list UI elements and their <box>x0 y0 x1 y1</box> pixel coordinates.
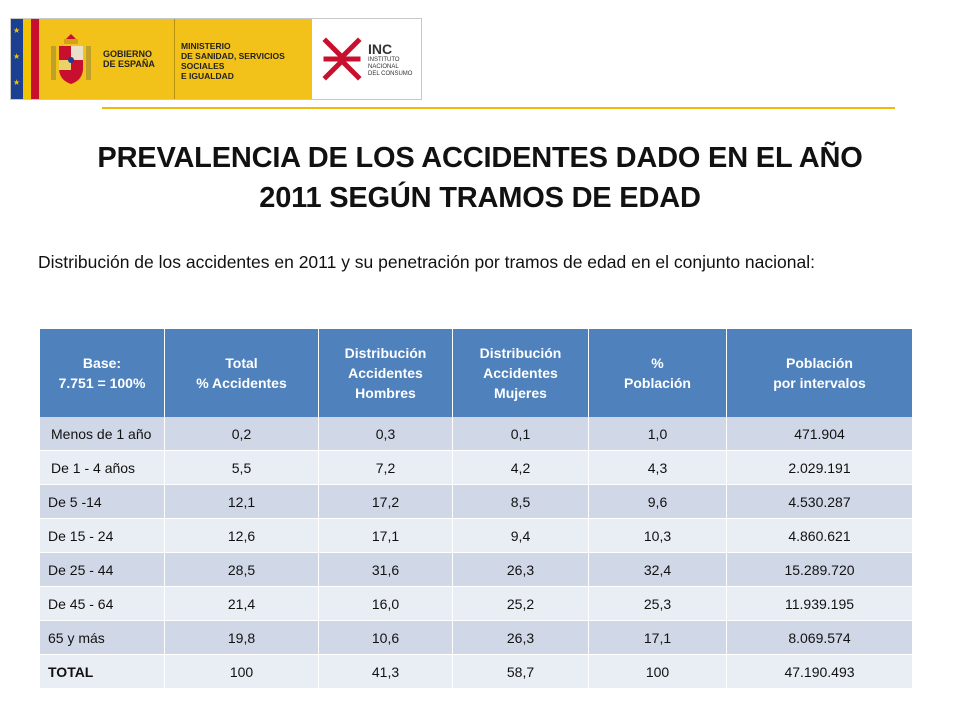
cell-total: 28,5 <box>164 552 319 587</box>
header-total: Total % Accidentes <box>164 329 319 417</box>
cell-poblacion: 15.289.720 <box>726 552 912 587</box>
cell-poblacion: 4.530.287 <box>726 484 912 519</box>
row-label: De 1 - 4 años <box>40 450 165 485</box>
cell-mujeres: 4,2 <box>452 450 589 485</box>
cell-poblacion: 11.939.195 <box>726 586 912 621</box>
cell-total: 21,4 <box>164 586 319 621</box>
cell-pct-poblacion: 100 <box>588 654 727 689</box>
row-label: De 25 - 44 <box>40 552 165 587</box>
cell-hombres: 41,3 <box>318 654 453 689</box>
cell-mujeres: 25,2 <box>452 586 589 621</box>
accidents-table: Base: 7.751 = 100% Total % Accidentes Di… <box>40 329 912 689</box>
header-hombres: Distribución Accidentes Hombres <box>318 329 453 417</box>
ministerio-logo: MINISTERIO DE SANIDAD, SERVICIOS SOCIALE… <box>174 19 312 99</box>
gobierno-logo: GOBIERNO DE ESPAÑA <box>39 19 174 99</box>
header-base: Base: 7.751 = 100% <box>40 329 165 417</box>
cell-pct-poblacion: 4,3 <box>588 450 727 485</box>
page-subtitle: Distribución de los accidentes en 2011 y… <box>38 252 815 272</box>
cell-total: 12,6 <box>164 518 319 553</box>
cell-hombres: 7,2 <box>318 450 453 485</box>
table-row: Menos de 1 año 0,2 0,3 0,1 1,0 471.904 <box>40 417 912 451</box>
cell-total: 12,1 <box>164 484 319 519</box>
inc-logo: INC INSTITUTO NACIONAL DEL CONSUMO <box>312 19 421 99</box>
table-row-total: TOTAL 100 41,3 58,7 100 47.190.493 <box>40 654 912 689</box>
row-label: 65 y más <box>40 620 165 655</box>
table-row: De 1 - 4 años 5,5 7,2 4,2 4,3 2.029.191 <box>40 450 912 485</box>
gobierno-text: GOBIERNO DE ESPAÑA <box>103 49 155 69</box>
cell-mujeres: 26,3 <box>452 620 589 655</box>
cell-hombres: 16,0 <box>318 586 453 621</box>
cell-mujeres: 26,3 <box>452 552 589 587</box>
ministerio-text: MINISTERIO DE SANIDAD, SERVICIOS SOCIALE… <box>181 41 285 81</box>
table-row: De 5 -14 12,1 17,2 8,5 9,6 4.530.287 <box>40 484 912 519</box>
header-mujeres: Distribución Accidentes Mujeres <box>452 329 589 417</box>
inc-mark-icon <box>322 37 362 81</box>
cell-hombres: 10,6 <box>318 620 453 655</box>
coat-of-arms-icon <box>51 34 91 84</box>
inc-subtitle: INSTITUTO NACIONAL DEL CONSUMO <box>368 56 413 77</box>
row-label: TOTAL <box>40 654 165 689</box>
cell-mujeres: 58,7 <box>452 654 589 689</box>
cell-total: 100 <box>164 654 319 689</box>
cell-poblacion: 47.190.493 <box>726 654 912 689</box>
logo-strip: ★ ★ ★ GOBIERNO DE ESPAÑA MINISTERIO DE S… <box>10 18 422 100</box>
row-label: De 5 -14 <box>40 484 165 519</box>
inc-title: INC <box>368 40 393 57</box>
cell-pct-poblacion: 10,3 <box>588 518 727 553</box>
header-poblacion: Población por intervalos <box>726 329 912 417</box>
cell-total: 5,5 <box>164 450 319 485</box>
title-line-2: 2011 SEGÚN TRAMOS DE EDAD <box>259 182 701 214</box>
title-line-1: PREVALENCIA DE LOS ACCIDENTES DADO EN EL… <box>97 142 863 174</box>
cell-hombres: 17,1 <box>318 518 453 553</box>
cell-poblacion: 8.069.574 <box>726 620 912 655</box>
cell-pct-poblacion: 1,0 <box>588 417 727 451</box>
cell-total: 0,2 <box>164 417 319 451</box>
cell-poblacion: 2.029.191 <box>726 450 912 485</box>
table-row: 65 y más 19,8 10,6 26,3 17,1 8.069.574 <box>40 620 912 655</box>
cell-hombres: 17,2 <box>318 484 453 519</box>
row-label: De 15 - 24 <box>40 518 165 553</box>
cell-pct-poblacion: 17,1 <box>588 620 727 655</box>
cell-total: 19,8 <box>164 620 319 655</box>
cell-pct-poblacion: 9,6 <box>588 484 727 519</box>
cell-mujeres: 0,1 <box>452 417 589 451</box>
table-row: De 45 - 64 21,4 16,0 25,2 25,3 11.939.19… <box>40 586 912 621</box>
cell-mujeres: 8,5 <box>452 484 589 519</box>
cell-hombres: 0,3 <box>318 417 453 451</box>
cell-hombres: 31,6 <box>318 552 453 587</box>
cell-poblacion: 471.904 <box>726 417 912 451</box>
cell-mujeres: 9,4 <box>452 518 589 553</box>
row-label: De 45 - 64 <box>40 586 165 621</box>
row-label: Menos de 1 año <box>40 417 165 451</box>
cell-pct-poblacion: 32,4 <box>588 552 727 587</box>
page-title: PREVALENCIA DE LOS ACCIDENTES DADO EN EL… <box>40 138 920 218</box>
cell-poblacion: 4.860.621 <box>726 518 912 553</box>
table-header-row: Base: 7.751 = 100% Total % Accidentes Di… <box>40 329 912 417</box>
eu-spain-flag: ★ ★ ★ <box>11 19 39 99</box>
table-row: De 15 - 24 12,6 17,1 9,4 10,3 4.860.621 <box>40 518 912 553</box>
header-divider <box>102 107 895 109</box>
table-row: De 25 - 44 28,5 31,6 26,3 32,4 15.289.72… <box>40 552 912 587</box>
cell-pct-poblacion: 25,3 <box>588 586 727 621</box>
header-pct-poblacion: % Población <box>588 329 727 417</box>
